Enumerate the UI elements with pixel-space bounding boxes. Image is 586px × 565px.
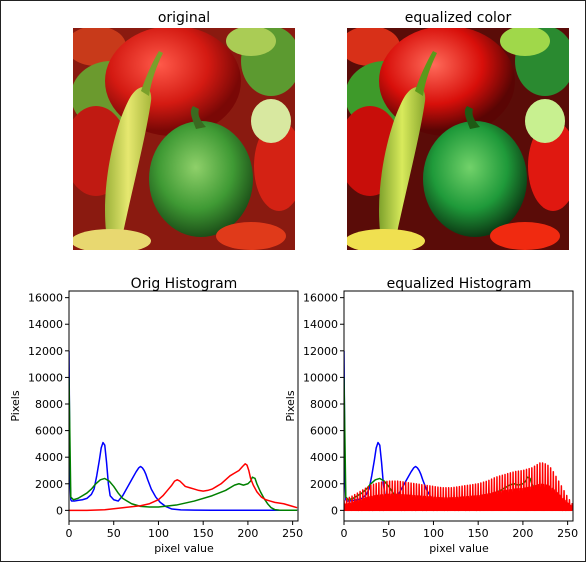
y-tick-label: 8000	[35, 398, 63, 411]
peppers-photo-equalized-icon	[347, 28, 569, 250]
series-line-0	[69, 350, 298, 512]
y-tick-label: 6000	[35, 425, 63, 438]
y-tick-label: 14000	[28, 318, 63, 331]
y-tick-label: 10000	[303, 371, 338, 384]
image-panel-original: original	[73, 10, 295, 250]
series-line-2	[69, 463, 298, 512]
x-tick-label: 250	[282, 527, 303, 540]
x-tick-label: 50	[382, 527, 396, 540]
y-tick-label: 4000	[35, 451, 63, 464]
y-tick-label: 2000	[35, 478, 63, 491]
y-axis-label: Pixels	[9, 390, 22, 421]
x-tick-label: 100	[148, 527, 169, 540]
image-title-equalized: equalized color	[405, 10, 512, 26]
x-axis-label: pixel value	[154, 542, 214, 555]
peppers-photo-original-icon	[73, 28, 295, 250]
y-tick-label: 10000	[28, 371, 63, 384]
x-tick-label: 100	[423, 527, 444, 540]
chart-title: equalized Histogram	[387, 276, 532, 292]
x-tick-label: 0	[341, 527, 348, 540]
y-tick-label: 12000	[303, 345, 338, 358]
series-line-2	[344, 462, 573, 512]
x-tick-label: 200	[512, 527, 533, 540]
plot-frame	[343, 290, 574, 522]
y-tick-label: 0	[331, 504, 338, 517]
histogram-orig: Orig Histogram 0 50 100 150 200 250 0 2000 4000 6…	[9, 276, 303, 555]
image-title-original: original	[158, 10, 210, 26]
y-tick-label: 0	[56, 504, 63, 517]
y-tick-label: 4000	[310, 451, 338, 464]
x-tick-label: 50	[107, 527, 121, 540]
x-axis-label: pixel value	[429, 542, 489, 555]
x-tick-label: 150	[193, 527, 214, 540]
y-axis-label: Pixels	[284, 390, 297, 421]
y-tick-label: 8000	[310, 398, 338, 411]
image-panel-equalized: equalized color	[347, 10, 569, 250]
histogram-equalized: equalized Histogram 0 50 100 150 200 250 0 2000…	[284, 276, 578, 555]
x-tick-label: 250	[557, 527, 578, 540]
x-tick-label: 200	[237, 527, 258, 540]
y-tick-label: 12000	[28, 345, 63, 358]
series-line-1	[69, 377, 298, 512]
y-tick-label: 16000	[28, 292, 63, 305]
y-tick-label: 2000	[310, 478, 338, 491]
y-tick-label: 16000	[303, 292, 338, 305]
y-tick-label: 6000	[310, 425, 338, 438]
x-tick-label: 150	[468, 527, 489, 540]
x-tick-label: 0	[66, 527, 73, 540]
y-tick-label: 14000	[303, 318, 338, 331]
plot-frame	[68, 290, 299, 522]
chart-title: Orig Histogram	[131, 276, 238, 292]
